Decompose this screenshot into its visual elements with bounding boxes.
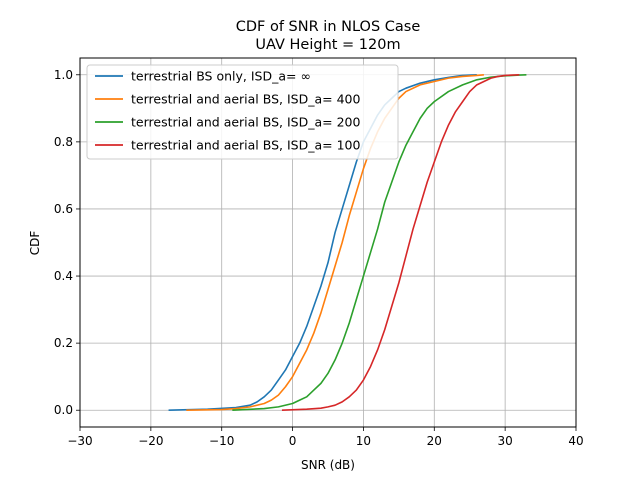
y-tick-label: 0.2 <box>54 336 73 350</box>
legend: terrestrial BS only, ISD_a= ∞ terrestrial… <box>86 64 399 160</box>
x-tick-label: −20 <box>138 434 163 448</box>
legend-label-2: terrestrial and aerial BS, ISD_a= 200 <box>131 115 361 130</box>
legend-box <box>86 64 399 160</box>
plot-frame <box>79 57 577 428</box>
y-tick-label: 0.0 <box>54 403 73 417</box>
series-line-0 <box>168 73 477 412</box>
legend-label-1: terrestrial and aerial BS, ISD_a= 400 <box>131 92 361 107</box>
x-tick-label: 20 <box>427 434 442 448</box>
x-tick-label: 10 <box>356 434 371 448</box>
series-line-3 <box>281 73 520 412</box>
x-tick-label: −10 <box>209 434 234 448</box>
legend-label-0: terrestrial BS only, ISD_a= ∞ <box>131 69 311 84</box>
y-axis-label: CDF <box>28 231 42 256</box>
y-tick-label: 0.4 <box>54 269 73 283</box>
x-tick-label: 0 <box>289 434 297 448</box>
y-tick-label: 0.6 <box>54 202 73 216</box>
y-tick-label: 0.8 <box>54 135 73 149</box>
y-tick-label: 1.0 <box>54 68 73 82</box>
series-lines <box>168 73 527 412</box>
axis-ticks: −30 −20 −10 0 10 20 30 40 0.0 0.2 0.4 0.6 0.8 1.0 <box>54 68 584 448</box>
chart-title-line-1: CDF of SNR in NLOS Case <box>236 19 421 35</box>
x-axis-label: SNR (dB) <box>301 458 355 472</box>
chart-title-line-2: UAV Height = 120m <box>255 37 400 53</box>
x-tick-label: 30 <box>498 434 513 448</box>
x-tick-label: 40 <box>568 434 583 448</box>
series-line-1 <box>186 73 484 412</box>
series-line-2 <box>232 73 527 412</box>
x-tick-label: −30 <box>67 434 92 448</box>
legend-label-3: terrestrial and aerial BS, ISD_a= 100 <box>131 138 361 153</box>
